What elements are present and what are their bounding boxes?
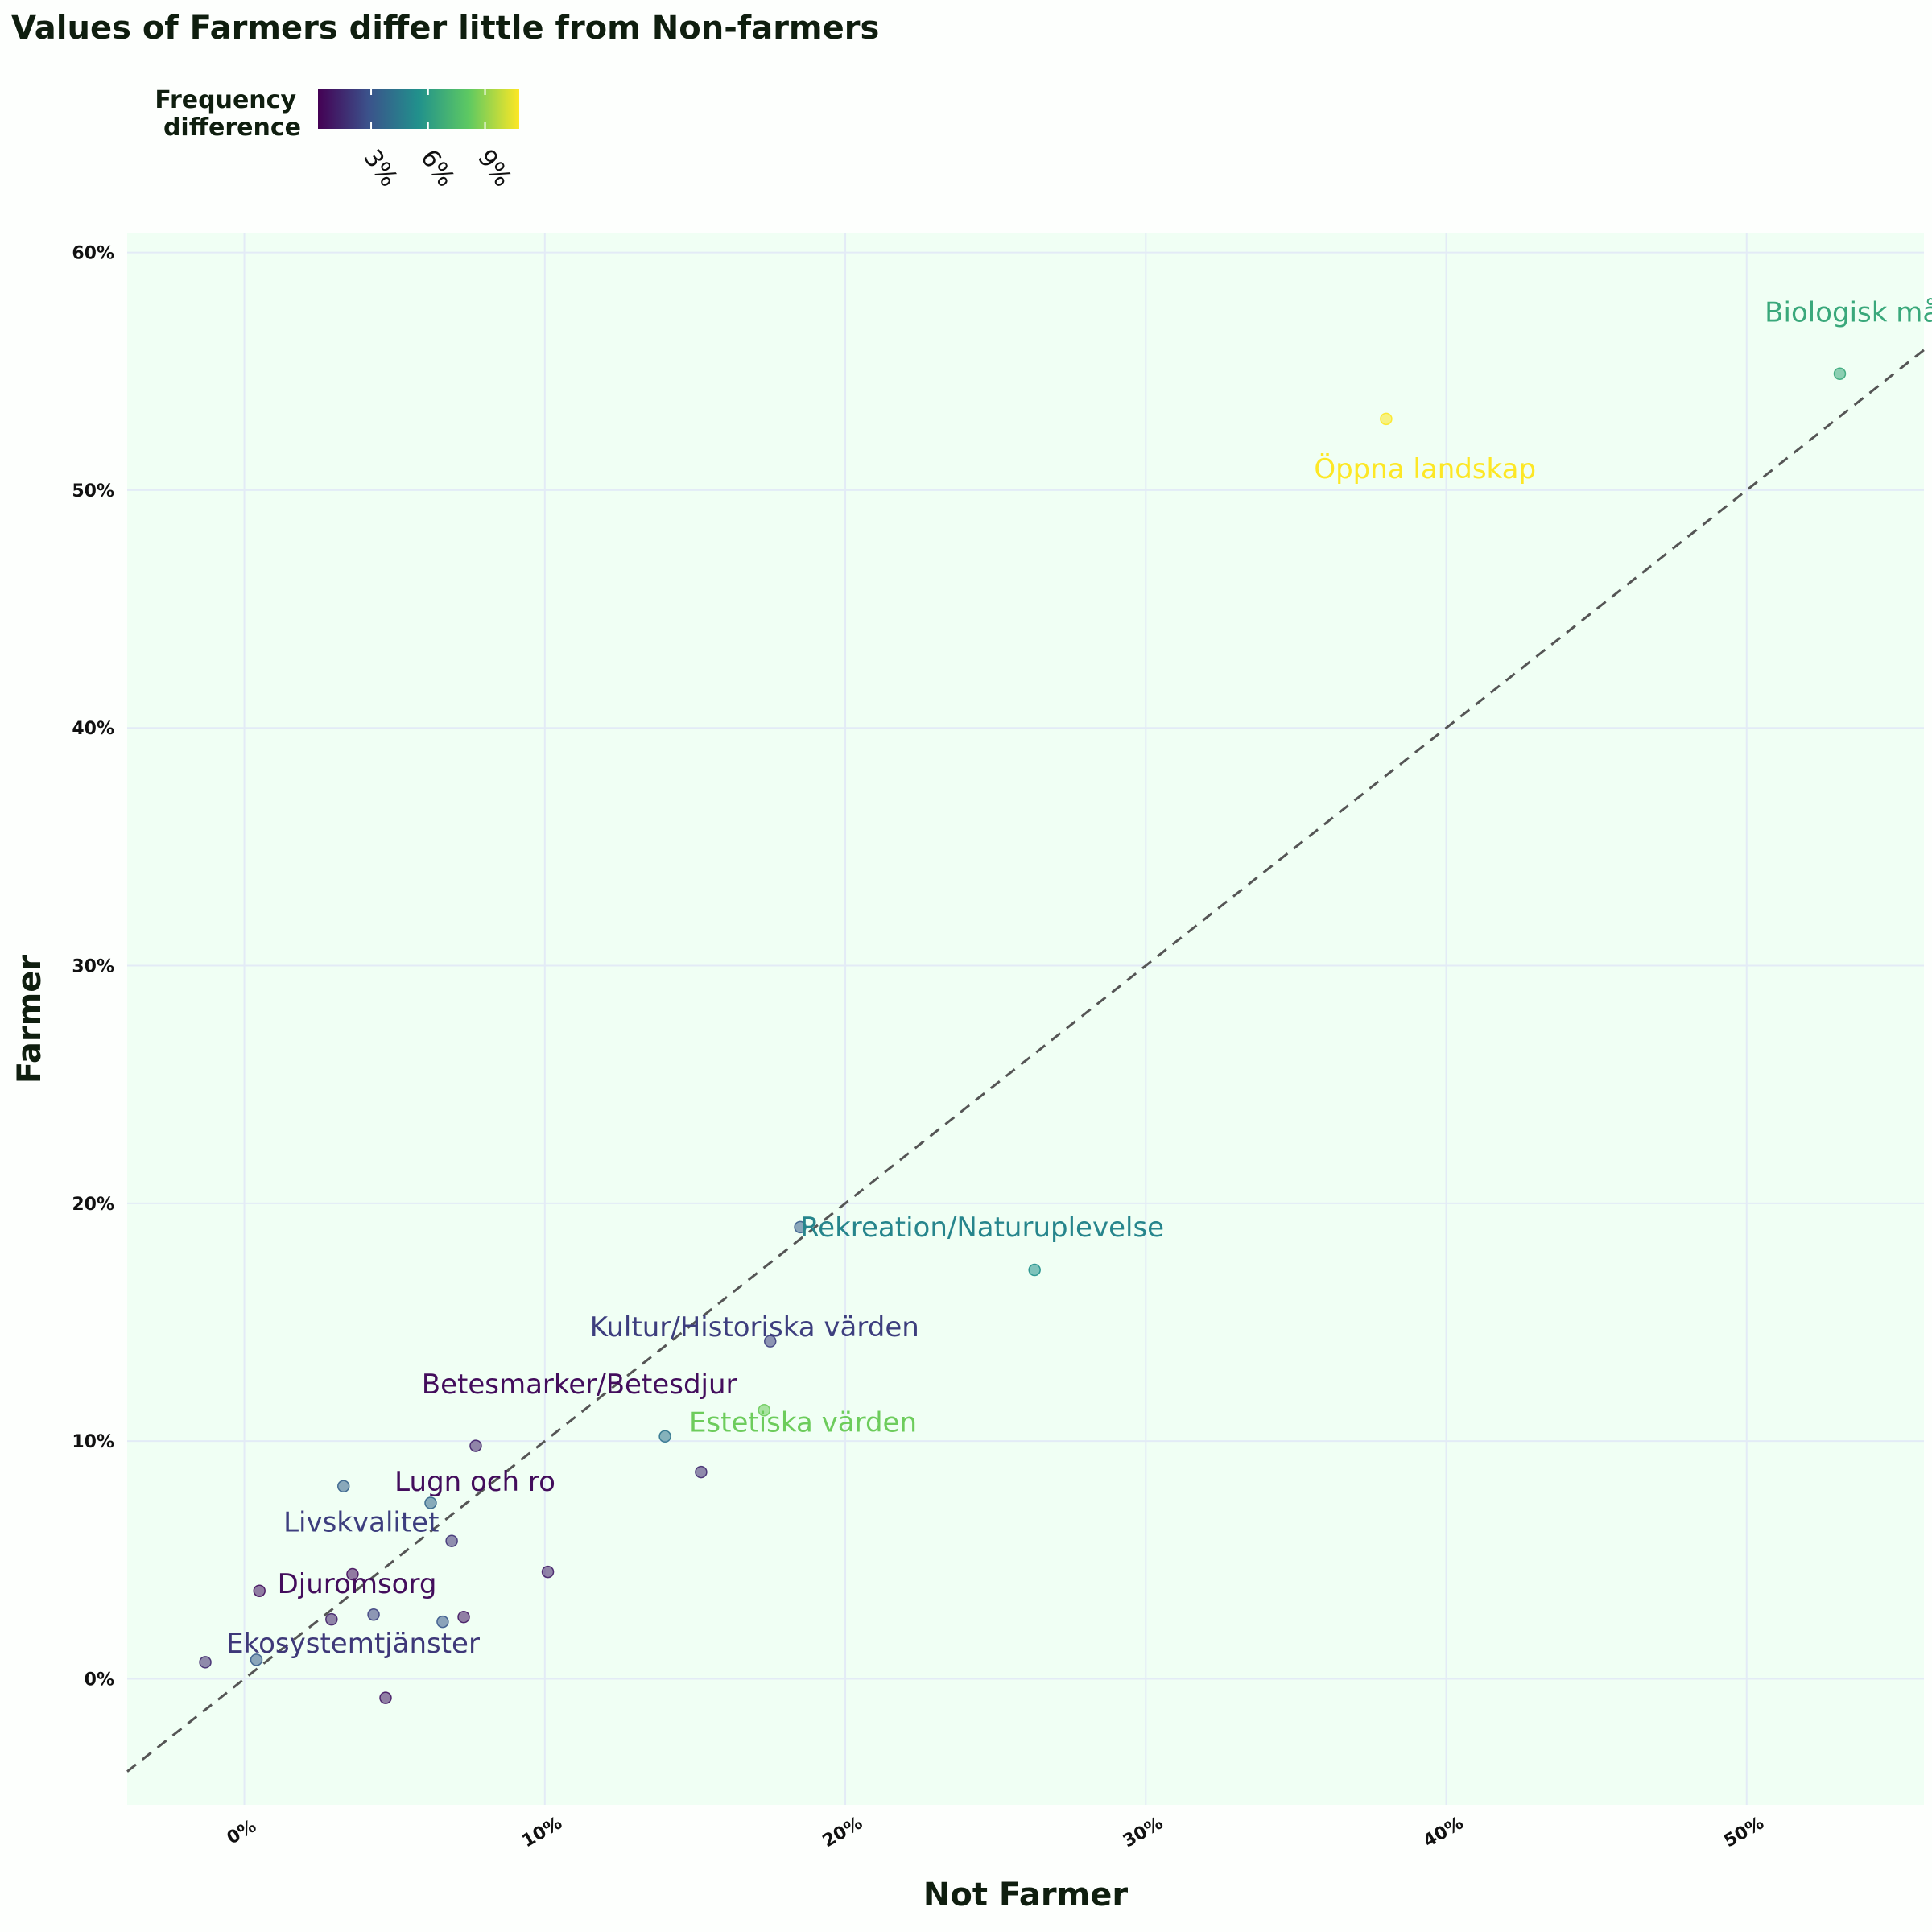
x-tick-label: 10% <box>519 1813 566 1852</box>
data-point <box>250 1653 263 1666</box>
point-annotations: Biologisk mångfald Öppna landskap Rekreati… <box>226 296 1932 1660</box>
data-point <box>379 1691 392 1704</box>
colorbar-tick-label: 6% <box>415 145 460 192</box>
point-label: Ekosystemtjänster <box>226 1628 480 1660</box>
colorbar-tick-label: 9% <box>472 145 517 192</box>
y-tick-label: 10% <box>72 1432 114 1452</box>
y-tick-label: 0% <box>85 1670 114 1690</box>
data-point <box>199 1656 212 1669</box>
data-point <box>794 1220 807 1234</box>
point-label: Lugn och ro <box>394 1466 555 1498</box>
point-label: Rekreation/Naturuplevelse <box>800 1212 1164 1244</box>
data-point <box>541 1565 555 1579</box>
plot-area <box>127 233 1924 1805</box>
legend-title-line-1: Frequency <box>155 86 296 114</box>
data-point <box>758 1404 771 1417</box>
data-point <box>367 1608 380 1621</box>
colorbar-legend: Frequency difference 3% 6% 9% <box>155 86 519 192</box>
y-tick-label: 50% <box>72 481 114 502</box>
chart-title: Values of Farmers differ little from Non… <box>11 10 879 47</box>
point-label: Djuromsorg <box>278 1568 437 1600</box>
point-label: Biologisk mångfald <box>1765 296 1932 328</box>
legend-title-line-2: difference <box>163 114 301 142</box>
grid <box>127 233 1924 1805</box>
x-tick-label: 30% <box>1120 1813 1166 1852</box>
y-tick-label: 60% <box>72 244 114 264</box>
point-label: Betesmarker/Betesdjur <box>422 1368 737 1401</box>
data-point <box>469 1439 482 1452</box>
colorbar-tick-label: 3% <box>357 145 402 192</box>
x-tick-labels: 0% 10% 20% 30% 40% 50% <box>224 1813 1768 1852</box>
x-tick-label: 50% <box>1720 1813 1767 1852</box>
point-label: Kultur/Historiska värden <box>590 1311 919 1344</box>
data-point <box>695 1465 708 1479</box>
data-point <box>436 1615 449 1629</box>
data-point <box>1833 367 1847 380</box>
y-tick-label: 20% <box>72 1195 114 1215</box>
data-point <box>424 1496 437 1509</box>
reference-line <box>126 349 1925 1773</box>
data-point <box>336 1480 350 1493</box>
data-points <box>199 367 1847 1704</box>
y-tick-label: 30% <box>72 957 114 977</box>
x-tick-label: 0% <box>224 1816 260 1848</box>
data-point <box>445 1534 458 1547</box>
data-point <box>253 1584 266 1597</box>
y-axis-title: Farmer <box>11 955 48 1084</box>
x-axis-title: Not Farmer <box>923 1876 1129 1913</box>
x-tick-label: 40% <box>1420 1813 1467 1852</box>
data-point <box>1380 412 1393 426</box>
point-label: Livskvalitet <box>283 1506 439 1538</box>
point-label: Öppna landskap <box>1314 452 1536 485</box>
y-tick-labels: 0% 10% 20% 30% 40% 50% 60% <box>72 244 114 1690</box>
data-point <box>325 1612 338 1626</box>
colorbar <box>318 89 519 129</box>
point-label: Estetiska värden <box>689 1406 917 1439</box>
data-point <box>346 1567 359 1581</box>
x-tick-label: 20% <box>819 1813 866 1852</box>
data-point <box>763 1335 777 1348</box>
data-point <box>457 1610 470 1624</box>
data-point <box>1028 1263 1041 1277</box>
y-tick-label: 40% <box>72 719 114 739</box>
data-point <box>658 1430 671 1443</box>
